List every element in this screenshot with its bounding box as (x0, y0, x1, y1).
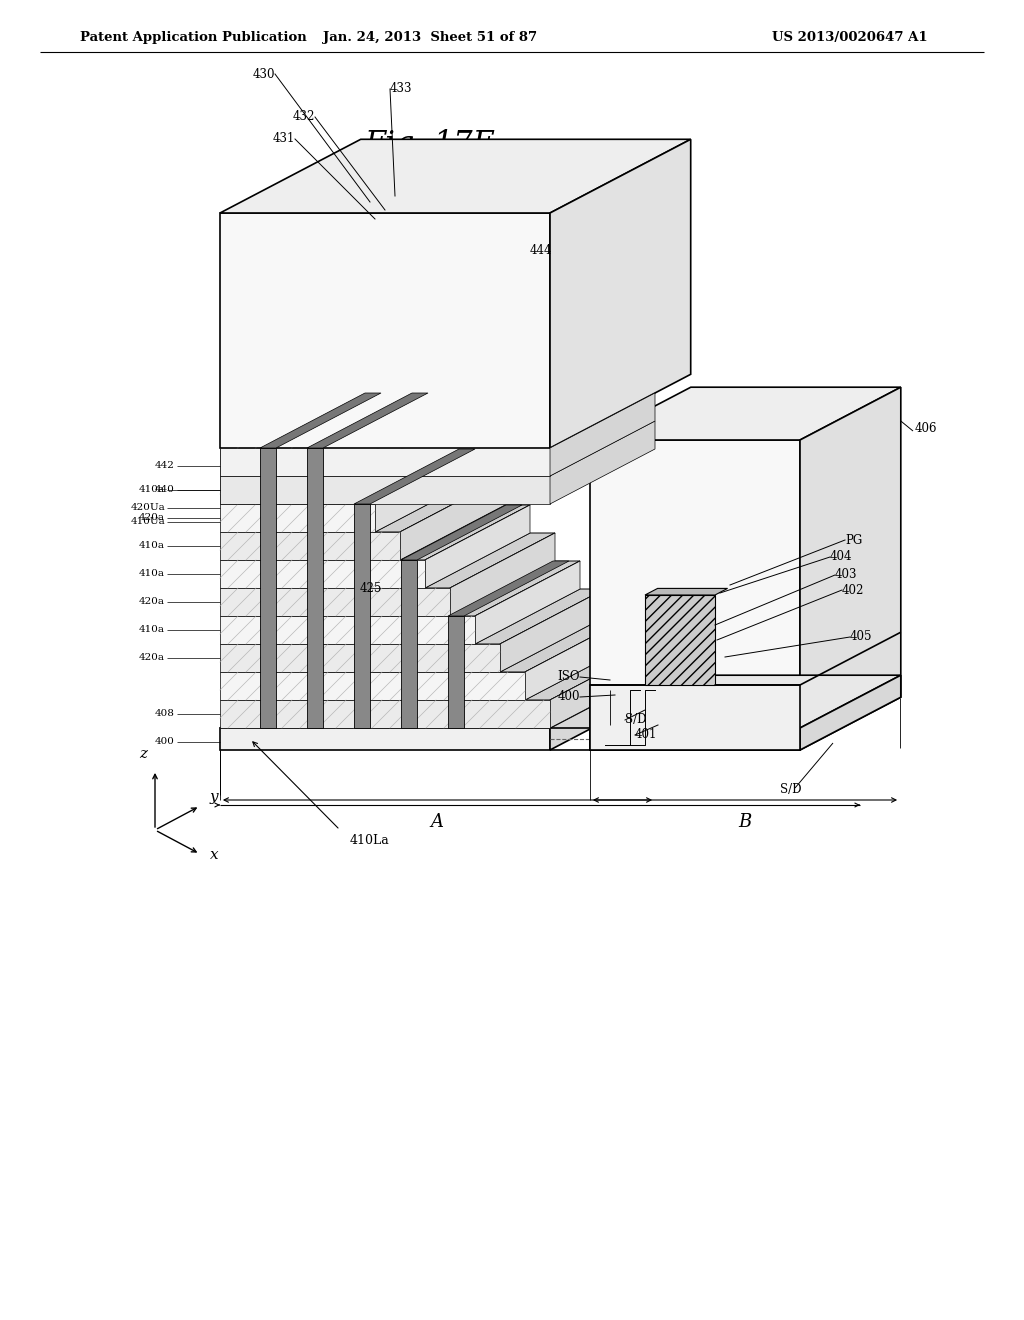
Polygon shape (550, 673, 655, 750)
Polygon shape (220, 587, 450, 616)
Polygon shape (375, 449, 480, 532)
Text: 404: 404 (830, 550, 853, 564)
Text: PG: PG (845, 533, 862, 546)
Text: 420a: 420a (139, 653, 165, 663)
Text: x: x (210, 847, 218, 862)
Text: 430: 430 (253, 67, 275, 81)
Text: ISO: ISO (557, 671, 580, 684)
Text: 433: 433 (390, 82, 413, 95)
Polygon shape (645, 595, 715, 685)
Polygon shape (220, 447, 550, 477)
Polygon shape (220, 672, 525, 700)
Text: 444: 444 (530, 244, 553, 257)
Text: 402: 402 (842, 583, 864, 597)
Polygon shape (550, 645, 655, 729)
Polygon shape (550, 393, 655, 477)
Polygon shape (590, 729, 800, 750)
Polygon shape (475, 589, 605, 644)
Polygon shape (220, 616, 475, 644)
Text: 420a: 420a (139, 598, 165, 606)
Text: 410a: 410a (139, 486, 165, 495)
Polygon shape (500, 589, 605, 672)
Text: 410a: 410a (139, 569, 165, 578)
Polygon shape (550, 421, 655, 504)
Polygon shape (220, 213, 550, 447)
Text: 425: 425 (360, 582, 382, 594)
Text: 400: 400 (557, 690, 580, 704)
Text: S/D: S/D (625, 714, 646, 726)
Polygon shape (220, 477, 350, 504)
Text: 410Ua: 410Ua (130, 517, 165, 527)
Polygon shape (220, 673, 655, 729)
Polygon shape (220, 560, 425, 587)
Polygon shape (220, 140, 691, 213)
Text: 400: 400 (155, 738, 175, 747)
Polygon shape (500, 616, 630, 672)
Polygon shape (220, 700, 550, 729)
Polygon shape (401, 506, 522, 560)
Text: 405: 405 (850, 631, 872, 644)
Text: y: y (210, 789, 218, 804)
Polygon shape (450, 533, 555, 616)
Text: A: A (430, 813, 443, 832)
Polygon shape (449, 616, 464, 729)
Polygon shape (307, 393, 428, 447)
Text: 410La: 410La (350, 833, 390, 846)
Text: 442: 442 (155, 462, 175, 470)
Polygon shape (800, 676, 901, 750)
Text: 401: 401 (635, 729, 657, 742)
Polygon shape (307, 447, 323, 729)
Polygon shape (325, 393, 430, 477)
Polygon shape (425, 533, 555, 587)
Polygon shape (400, 506, 530, 560)
Polygon shape (590, 387, 901, 440)
Polygon shape (590, 676, 901, 729)
Polygon shape (354, 449, 475, 504)
Polygon shape (260, 447, 276, 729)
Text: 440: 440 (155, 486, 175, 495)
Polygon shape (220, 729, 550, 750)
Text: 410a: 410a (139, 541, 165, 550)
Text: 420a: 420a (139, 513, 165, 523)
Polygon shape (525, 645, 655, 700)
Text: 432: 432 (293, 111, 315, 124)
Polygon shape (220, 532, 400, 560)
Text: Jan. 24, 2013  Sheet 51 of 87: Jan. 24, 2013 Sheet 51 of 87 (323, 30, 537, 44)
Polygon shape (590, 440, 800, 750)
Polygon shape (550, 140, 691, 447)
Polygon shape (350, 449, 480, 504)
Text: US 2013/0020647 A1: US 2013/0020647 A1 (772, 30, 928, 44)
Text: 403: 403 (835, 569, 857, 582)
Polygon shape (525, 616, 630, 700)
Polygon shape (425, 506, 530, 587)
Text: 431: 431 (272, 132, 295, 145)
Polygon shape (400, 477, 505, 560)
Polygon shape (220, 447, 325, 477)
Polygon shape (220, 477, 550, 504)
Polygon shape (354, 504, 370, 729)
Polygon shape (260, 393, 381, 447)
Text: 406: 406 (915, 421, 938, 434)
Polygon shape (645, 589, 728, 595)
Text: z: z (139, 747, 147, 762)
Text: Fig. 17E: Fig. 17E (365, 129, 496, 161)
Polygon shape (220, 644, 500, 672)
Text: B: B (738, 813, 752, 832)
Polygon shape (220, 504, 375, 532)
Polygon shape (475, 561, 580, 644)
Text: 420Ua: 420Ua (130, 503, 165, 512)
Text: 410a: 410a (139, 626, 165, 635)
Polygon shape (401, 560, 417, 729)
Polygon shape (350, 421, 455, 504)
Text: S/D: S/D (780, 784, 802, 796)
Polygon shape (800, 387, 901, 750)
Polygon shape (325, 421, 455, 477)
Polygon shape (450, 561, 580, 616)
Polygon shape (590, 685, 800, 750)
Polygon shape (449, 561, 569, 616)
Text: Patent Application Publication: Patent Application Publication (80, 30, 307, 44)
Text: 408: 408 (155, 710, 175, 718)
Polygon shape (375, 477, 505, 532)
